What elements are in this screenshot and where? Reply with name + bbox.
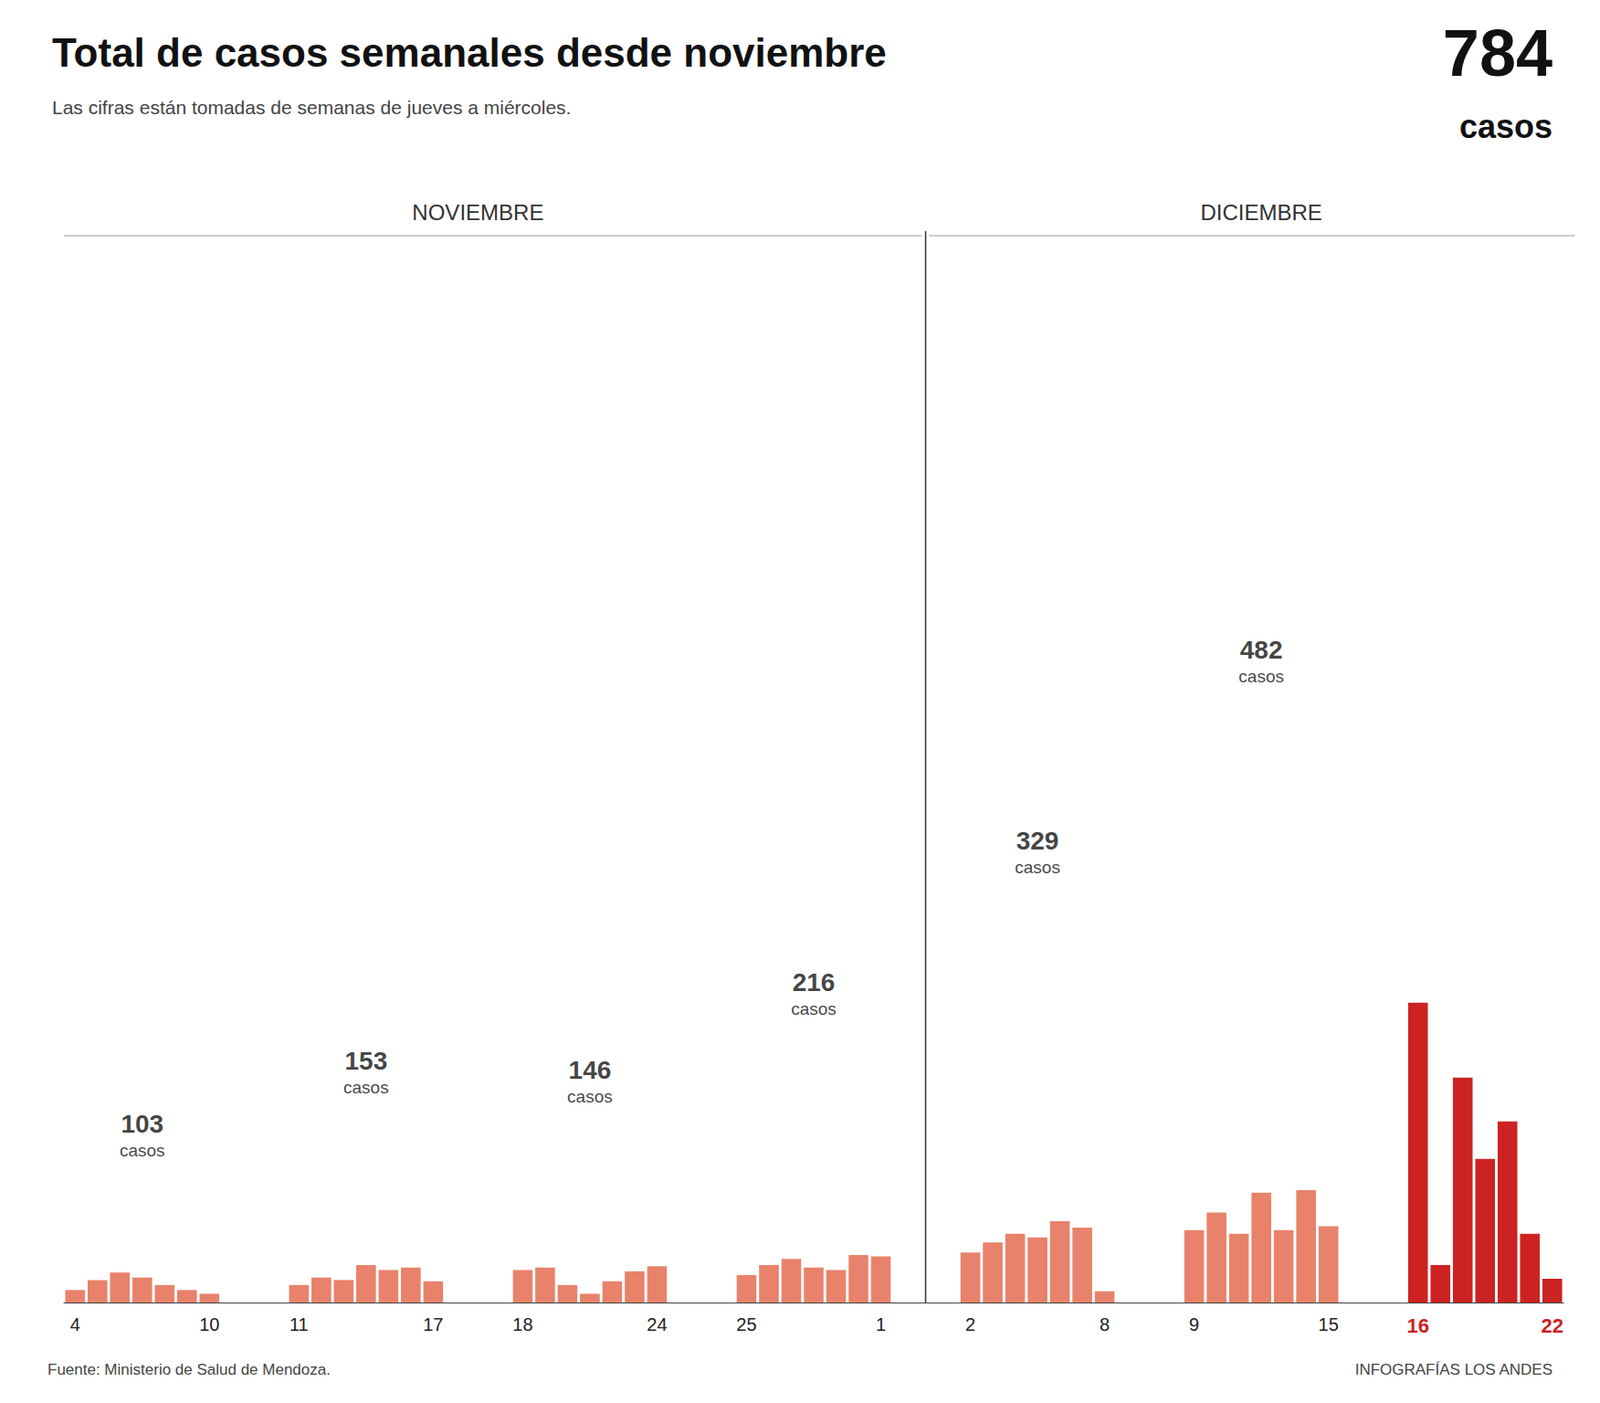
svg-text:10: 10	[199, 1314, 220, 1335]
svg-text:11: 11	[289, 1314, 309, 1335]
svg-text:15: 15	[1318, 1314, 1339, 1335]
svg-text:329: 329	[1016, 826, 1060, 855]
svg-text:9: 9	[1189, 1314, 1200, 1335]
svg-text:153: 153	[344, 1046, 388, 1075]
svg-text:4: 4	[70, 1314, 81, 1335]
svg-text:NOVIEMBRE: NOVIEMBRE	[411, 200, 544, 225]
svg-text:784: 784	[1442, 16, 1553, 90]
svg-text:22: 22	[1541, 1314, 1564, 1337]
svg-text:103: 103	[120, 1109, 164, 1138]
svg-text:17: 17	[422, 1314, 443, 1335]
svg-text:8: 8	[1099, 1314, 1110, 1335]
svg-text:Fuente: Ministerio de Salud de: Fuente: Ministerio de Salud de Mendoza.	[47, 1360, 331, 1379]
svg-text:1: 1	[875, 1314, 886, 1335]
svg-text:casos: casos	[567, 1086, 613, 1106]
svg-text:casos: casos	[1238, 666, 1285, 686]
svg-text:2: 2	[965, 1314, 976, 1335]
svg-text:Las cifras están tomadas de se: Las cifras están tomadas de semanas de j…	[52, 96, 571, 118]
svg-text:casos: casos	[119, 1140, 166, 1160]
svg-text:24: 24	[646, 1314, 667, 1335]
svg-text:18: 18	[512, 1314, 533, 1335]
svg-text:482: 482	[1240, 635, 1284, 664]
svg-text:146: 146	[568, 1055, 612, 1085]
svg-text:16: 16	[1406, 1314, 1429, 1337]
svg-text:INFOGRAFÍAS LOS ANDES: INFOGRAFÍAS LOS ANDES	[1355, 1360, 1553, 1379]
svg-text:casos: casos	[1014, 857, 1061, 877]
svg-text:casos: casos	[343, 1077, 390, 1097]
svg-text:DICIEMBRE: DICIEMBRE	[1200, 200, 1322, 225]
svg-text:casos: casos	[790, 999, 837, 1019]
svg-text:25: 25	[736, 1314, 757, 1335]
svg-text:Total de casos semanales desde: Total de casos semanales desde noviembre	[52, 30, 887, 75]
svg-text:casos: casos	[1459, 107, 1553, 146]
svg-text:216: 216	[792, 968, 836, 997]
